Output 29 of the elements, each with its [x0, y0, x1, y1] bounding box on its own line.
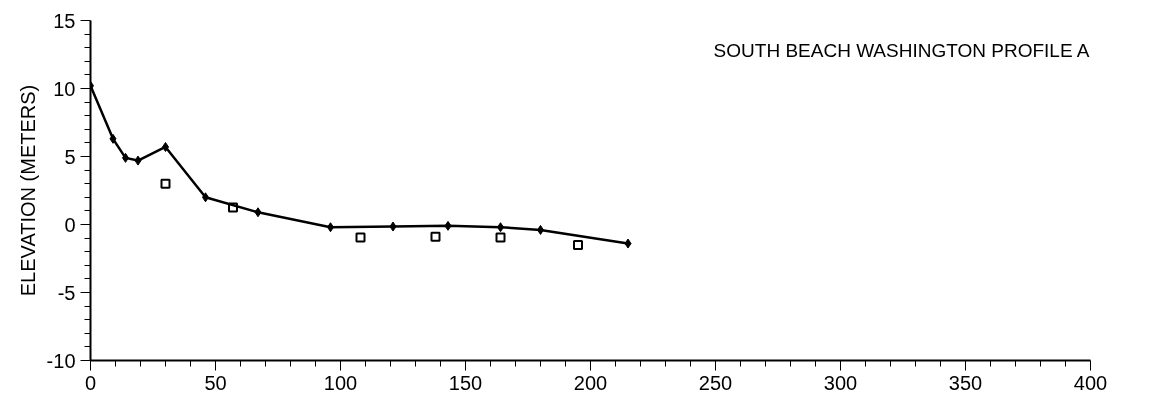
y-tick-label: -5	[57, 281, 76, 304]
x-tick-label: 100	[323, 371, 358, 394]
point	[573, 239, 583, 250]
point	[430, 231, 441, 242]
point	[355, 232, 366, 243]
point	[134, 155, 142, 166]
y-tick-label: 5	[64, 145, 76, 168]
x-tick-label: 200	[573, 371, 608, 394]
x-tick-label: 300	[823, 371, 858, 394]
point	[228, 202, 238, 213]
point	[160, 178, 171, 189]
point	[624, 238, 632, 249]
x-tick-label: 400	[1073, 371, 1108, 394]
text: SOUTH BEACH WASHINGTON PROFILE A	[713, 40, 1090, 62]
x-tick-label: 250	[698, 371, 733, 394]
x-tick-label: 350	[948, 371, 983, 394]
y-axis-title: ELEVATION (METERS)	[16, 84, 39, 297]
point	[389, 221, 397, 232]
y-tick-label: 10	[53, 77, 76, 100]
x-tick-label: 150	[448, 371, 483, 394]
x-tick-label: 0	[84, 371, 97, 394]
x-tick-label: 50	[204, 371, 227, 394]
y-tick-label: 0	[64, 213, 76, 236]
point	[109, 133, 117, 144]
point	[444, 220, 452, 231]
point	[495, 232, 506, 243]
y-tick-label: -10	[46, 349, 76, 372]
point	[254, 207, 262, 218]
y-tick-label: 15	[53, 9, 76, 32]
